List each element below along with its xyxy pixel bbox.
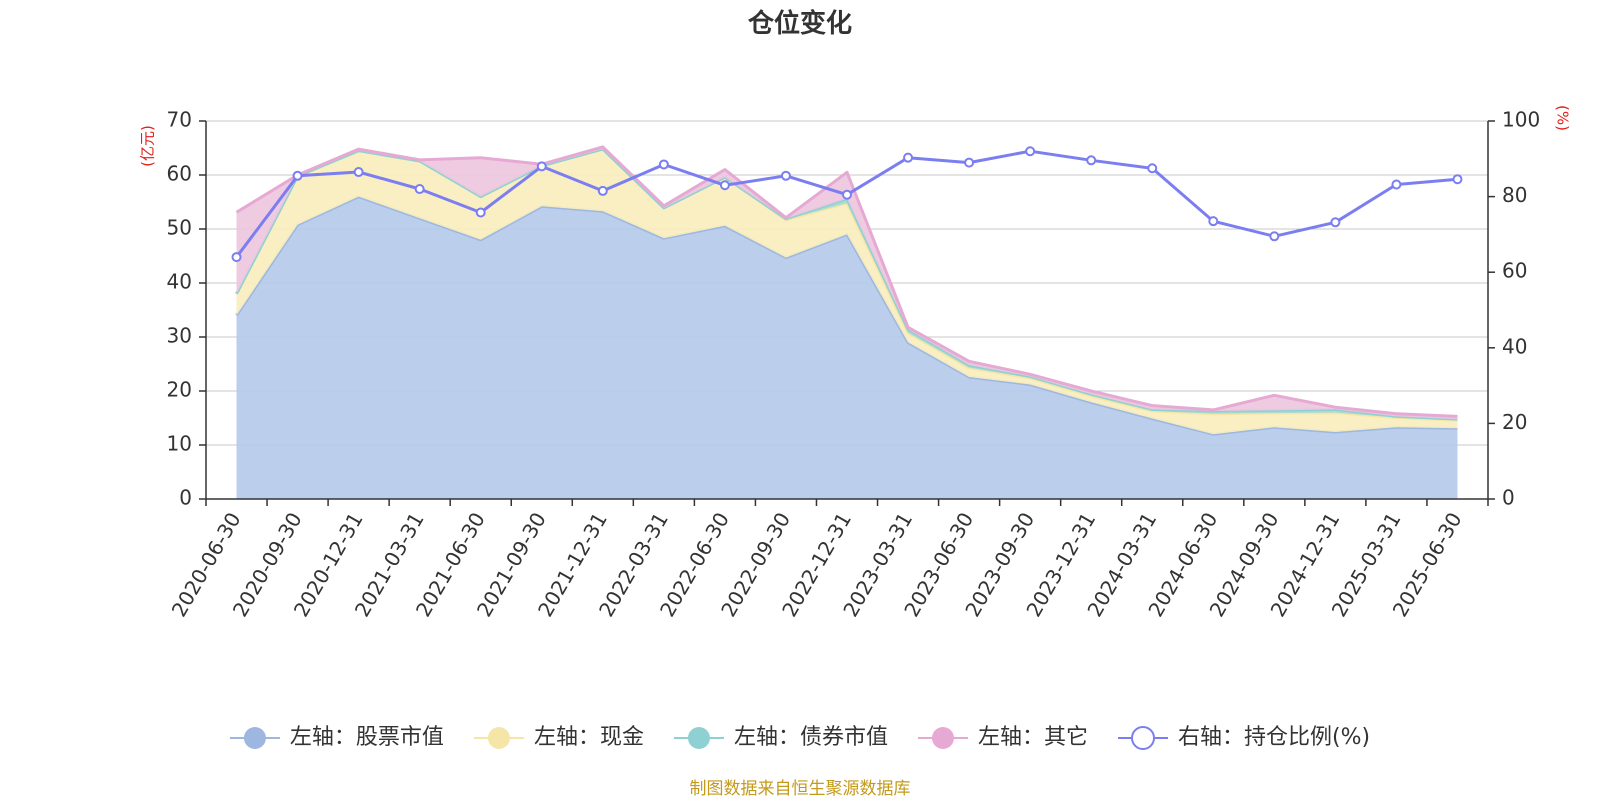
left-axis-tick-label: 0 [179,486,192,510]
area-edge-4 [235,145,1458,418]
legend-symbol-marker [1130,726,1155,750]
position-ratio-point [414,184,425,195]
right-axis-tick-label: 80 [1502,183,1527,207]
position-ratio-point [1086,155,1097,166]
legend-label: 左轴：其它 [978,725,1088,750]
legend-label: 左轴：债券市值 [734,725,888,750]
left-axis-tick-label: 20 [167,378,192,402]
stacked-areas [235,145,1458,499]
left-axis-tick-label: 70 [167,108,192,132]
position-ratio-point [719,180,730,191]
position-ratio-point [658,159,669,170]
legend-symbol-marker [487,727,510,749]
right-axis-tick-label: 100 [1502,108,1540,132]
position-ratio-point [964,157,975,168]
position-ratio-point [1391,179,1402,190]
right-axis-tick-label: 40 [1502,334,1527,358]
left-axis-tick-label: 40 [167,270,192,294]
position-ratio-point [597,185,608,196]
legend-item[interactable]: 左轴：债券市值 [673,725,888,750]
chart-title: 仓位变化 [747,8,852,39]
left-axis-tick-label: 60 [167,162,192,186]
legend-label: 左轴：股票市值 [290,725,444,750]
position-ratio-point [842,189,852,200]
position-ratio-point [353,167,364,178]
data-source-note: 制图数据来自恒生聚源数据库 [690,779,911,799]
legend-item[interactable]: 右轴：持仓比例(%) [1117,725,1370,750]
right-axis-tick-label: 20 [1502,410,1527,434]
left-axis-tick-label: 50 [167,216,192,240]
right-axis-tick-label: 60 [1502,259,1527,283]
legend-symbol-marker [243,727,266,749]
position-ratio-point [1147,163,1158,174]
position-ratio-point [292,170,303,181]
left-axis-tick-label: 30 [167,324,192,348]
legend-symbol-marker [687,727,710,749]
legend-item[interactable]: 左轴：现金 [473,725,644,750]
position-ratio-point [231,252,242,263]
position-ratio-point [475,207,486,218]
legend-item[interactable]: 左轴：股票市值 [229,725,444,750]
legend-symbol-marker [931,727,954,749]
legend: 左轴：股票市值 左轴：现金 左轴：债券市值 左轴：其它 右轴：持仓比例(%) [229,725,1370,750]
position-ratio-point [1269,231,1280,242]
position-ratio-point [1330,217,1341,228]
left-axis-unit: (亿元) [139,125,157,167]
position-ratio-point [536,161,547,172]
position-ratio-point [780,170,791,181]
legend-label: 左轴：现金 [534,725,644,750]
right-axis-unit: (%) [1554,105,1572,131]
area-1 [236,196,1458,499]
position-ratio-point [903,152,914,163]
position-ratio-point [1452,174,1463,185]
position-ratio-point [1208,216,1219,227]
position-ratio-point [1025,146,1036,157]
legend-item[interactable]: 左轴：其它 [917,725,1088,750]
legend-label: 右轴：持仓比例(%) [1178,725,1370,750]
right-axis-tick-label: 0 [1502,486,1515,510]
left-axis-tick-label: 10 [167,432,192,456]
position-ratio-line [231,146,1463,263]
